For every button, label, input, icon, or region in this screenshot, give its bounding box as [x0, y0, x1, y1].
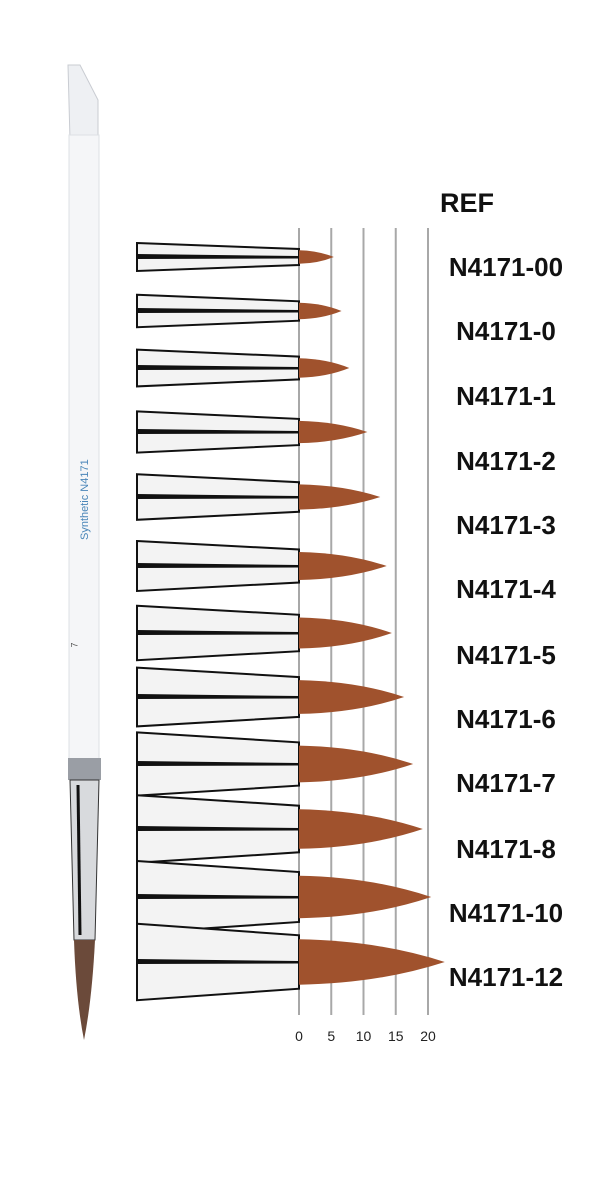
ferrule-shade	[137, 761, 299, 766]
bristle-head	[299, 680, 405, 714]
brush-row	[136, 348, 350, 388]
bristle-head	[299, 875, 432, 919]
tick-label: 15	[387, 1028, 404, 1044]
tick-label: 20	[420, 1028, 436, 1044]
handle-size: 7	[69, 642, 80, 648]
ref-label: N4171-5	[456, 640, 556, 670]
brush-row	[136, 241, 334, 273]
ferrule-shade	[137, 365, 299, 370]
handle-tip	[67, 64, 99, 141]
bristle-head	[299, 250, 334, 264]
brush-row	[136, 922, 445, 1002]
ferrule-shade	[137, 429, 299, 434]
ferrule-shade	[137, 254, 299, 259]
brush-row	[136, 293, 342, 329]
ref-label: N4171-6	[456, 704, 556, 734]
tick-label: 0	[295, 1028, 303, 1044]
ferrule-shade	[137, 826, 299, 831]
ferrule-ring	[68, 758, 101, 780]
brush-row	[136, 473, 381, 521]
ref-label: N4171-7	[456, 768, 556, 798]
brush-row	[136, 666, 405, 728]
bristle-head	[299, 358, 350, 378]
bristle-head	[299, 809, 423, 849]
ferrule-shade	[137, 694, 299, 699]
ferrule	[69, 779, 100, 941]
ferrule-shade	[137, 959, 299, 964]
bristle-head	[299, 745, 414, 783]
ferrule-shade	[137, 630, 299, 635]
tick-label: 5	[327, 1028, 336, 1044]
ref-header: REF	[440, 188, 494, 218]
brush-row	[136, 859, 432, 935]
bristle-head	[299, 302, 342, 320]
handle-imprint: Synthetic N4171	[79, 459, 91, 540]
ref-label: N4171-8	[456, 834, 556, 864]
ref-label: N4171-3	[456, 510, 556, 540]
handle	[68, 134, 100, 761]
bristle-head	[299, 939, 445, 985]
bristle-head	[299, 551, 387, 581]
ref-label: N4171-1	[456, 381, 556, 411]
tick-label: 10	[355, 1028, 372, 1044]
ref-label: N4171-0	[456, 316, 556, 346]
bristle-head	[299, 617, 392, 649]
brush-row	[136, 794, 423, 864]
ferrule-shade	[137, 494, 299, 499]
bristle-head	[299, 484, 381, 510]
ref-label: N4171-4	[456, 574, 556, 604]
ferrule-shade	[137, 308, 299, 313]
brush-row	[136, 604, 392, 662]
ref-label: N4171-10	[448, 898, 564, 928]
brush-row	[136, 410, 368, 454]
ref-label: N4171-12	[448, 962, 564, 992]
ref-label: N4171-2	[456, 446, 556, 476]
ref-label: N4171-00	[448, 252, 564, 282]
full-brush	[67, 64, 101, 1040]
brush-row	[136, 539, 387, 593]
brush-row	[136, 731, 414, 797]
ferrule-shade	[137, 563, 299, 568]
bristle-head	[299, 420, 368, 444]
bristle-tip	[74, 940, 95, 1040]
ferrule-shade	[137, 894, 299, 899]
ferrule-shade	[76, 784, 82, 936]
